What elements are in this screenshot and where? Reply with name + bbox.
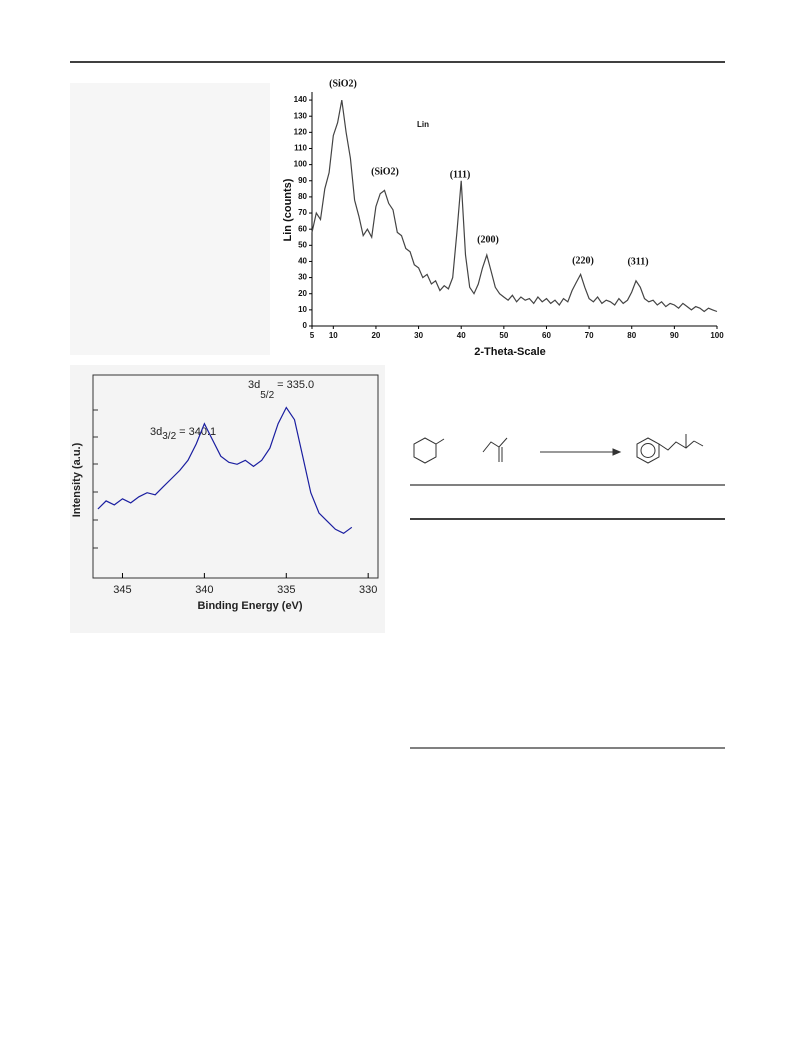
x-tick-label: 335: [277, 584, 295, 596]
peak-label: (SiO2): [329, 78, 357, 89]
plot-frame: [92, 374, 379, 579]
y-tick-label: 130: [294, 111, 308, 120]
peak-label: (111): [450, 169, 471, 180]
y-tick-label: 40: [298, 257, 307, 266]
peak-label: (311): [627, 256, 648, 267]
label-subscript: 3/2: [162, 431, 176, 442]
figure-background: [70, 83, 270, 355]
y-tick-label: 70: [298, 208, 307, 217]
y-tick-label: 50: [298, 240, 307, 249]
x-tick-label: 30: [414, 331, 423, 340]
y-tick-label: 60: [298, 224, 307, 233]
y-tick-label: 30: [298, 273, 307, 282]
legend-text: Lin: [417, 120, 429, 129]
label-part: = 335.0: [277, 379, 314, 391]
peak-label: (SiO2): [371, 166, 399, 177]
peak-label: (220): [572, 255, 594, 266]
table-rules: [410, 484, 725, 749]
x-tick-label: 60: [542, 331, 551, 340]
x-tick-label: 70: [585, 331, 594, 340]
y-tick-label: 110: [294, 144, 307, 153]
y-axis-label: Lin (counts): [282, 178, 294, 241]
y-tick-label: 20: [298, 289, 307, 298]
x-tick-label: 345: [113, 584, 131, 596]
y-axis-label: Intensity (a.u.): [71, 442, 83, 517]
y-tick-label: 10: [298, 305, 307, 314]
y-tick-label: 140: [294, 95, 308, 104]
y-tick-label: 80: [298, 192, 307, 201]
x-axis-label: Binding Energy (eV): [197, 600, 302, 612]
data-line: [311, 99, 718, 313]
x-tick-label: 90: [670, 331, 679, 340]
y-tick-label: 90: [298, 176, 307, 185]
x-tick-label: 20: [371, 331, 380, 340]
label-part: 3d: [248, 379, 260, 391]
x-tick-label: 80: [627, 331, 636, 340]
x-tick-label: 40: [457, 331, 466, 340]
peak-label: 3d5/2= 335.0: [248, 379, 314, 401]
x-tick-label: 5: [310, 331, 315, 340]
x-tick-label: 330: [359, 584, 377, 596]
label-part: 3d: [150, 426, 162, 438]
data-line: [97, 406, 353, 534]
peak-label: (200): [477, 234, 499, 245]
x-tick-label: 340: [195, 584, 213, 596]
x-tick-label: 50: [499, 331, 508, 340]
x-tick-label: 100: [710, 331, 724, 340]
y-tick-label: 100: [294, 160, 308, 169]
y-tick-label: 0: [303, 321, 308, 330]
label-subscript: 5/2: [260, 390, 274, 401]
reaction-scheme: [413, 434, 704, 464]
y-axis-ticks: [93, 409, 98, 549]
x-axis-label: 2-Theta-Scale: [474, 346, 546, 358]
y-tick-label: 120: [294, 127, 308, 136]
x-tick-label: 10: [329, 331, 338, 340]
